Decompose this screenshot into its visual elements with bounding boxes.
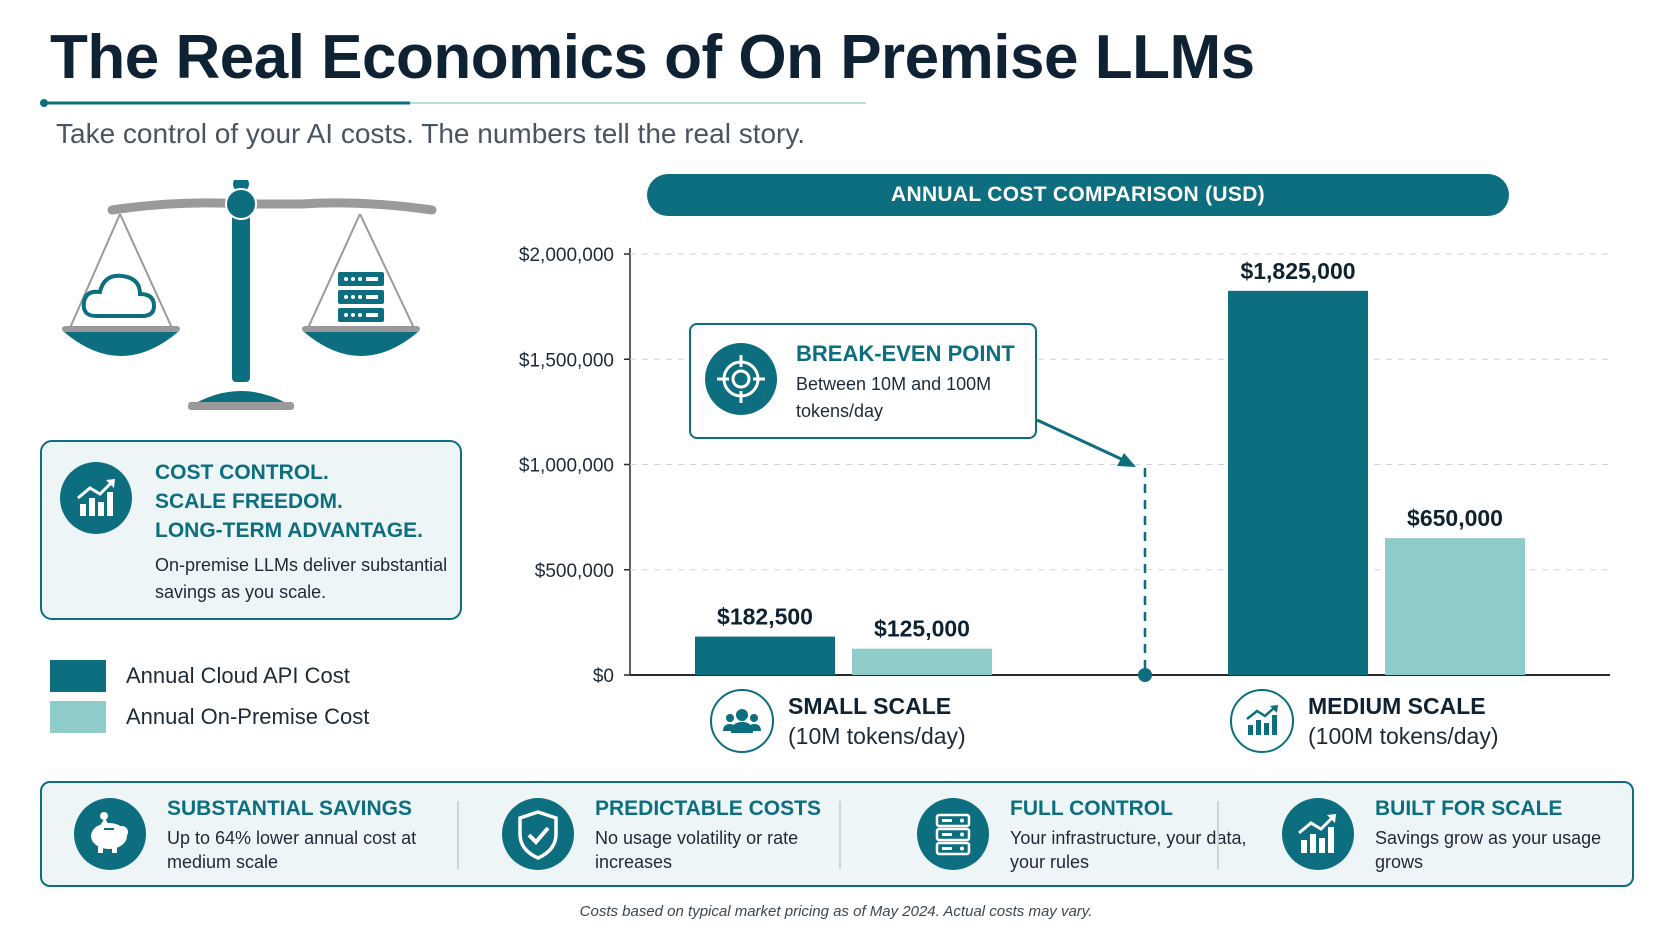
- balance-scale-illustration: [62, 180, 437, 410]
- category-medium-scale: MEDIUM SCALE (100M tokens/day): [1230, 689, 1498, 753]
- feature-text: No usage volatility or rate increases: [595, 828, 799, 872]
- y-tick-label: $500,000: [535, 561, 614, 582]
- growth-chart-icon: [60, 462, 132, 534]
- bar-onpremise-1: [1385, 538, 1525, 675]
- bar-value-label: $1,825,000: [1240, 258, 1355, 284]
- bar-value-label: $125,000: [874, 616, 970, 642]
- feature-title: BUILT FOR SCALE: [1375, 797, 1563, 820]
- feature-divider: [839, 801, 841, 869]
- category-title: SMALL SCALE: [788, 692, 952, 719]
- target-icon: [705, 343, 777, 415]
- category-title: MEDIUM SCALE: [1308, 692, 1486, 719]
- category-subtitle: (100M tokens/day): [1308, 722, 1499, 749]
- break-even-arrow: [1036, 418, 1133, 466]
- bar-value-label: $650,000: [1407, 505, 1503, 531]
- growth-chart-icon: [1282, 798, 1354, 870]
- growth-chart-icon: [1230, 689, 1294, 753]
- legend-swatch-onpremise: [50, 701, 106, 733]
- server-icon: [917, 798, 989, 870]
- users-icon: [710, 689, 774, 753]
- cost-control-card: COST CONTROL. SCALE FREEDOM. LONG-TERM A…: [40, 440, 462, 620]
- server-stack-icon: [338, 272, 384, 322]
- feature-text: Up to 64% lower annual cost at medium sc…: [167, 828, 417, 872]
- bar-cloud-1: [1228, 290, 1368, 675]
- feature-divider: [1217, 801, 1219, 869]
- piggy-bank-icon: [74, 798, 146, 870]
- legend-swatch-cloud: [50, 660, 106, 692]
- y-tick-label: $1,500,000: [519, 350, 614, 371]
- feature-strip: SUBSTANTIAL SAVINGS Up to 64% lower annu…: [40, 781, 1634, 887]
- page-title: The Real Economics of On Premise LLMs: [50, 23, 1255, 92]
- break-even-callout: BREAK-EVEN POINT Between 10M and 100M to…: [689, 323, 1037, 439]
- cloud-icon: [81, 273, 157, 318]
- card-body: On-premise LLMs deliver substantial savi…: [155, 555, 448, 602]
- title-underline: [40, 99, 866, 107]
- bar-value-label: $182,500: [717, 604, 813, 630]
- feature-title: FULL CONTROL: [1010, 797, 1173, 820]
- footnote: Costs based on typical market pricing as…: [579, 903, 1093, 920]
- feature-divider: [457, 801, 459, 869]
- break-even-marker: [1138, 668, 1152, 682]
- feature-title: PREDICTABLE COSTS: [595, 797, 821, 820]
- feature-text: Savings grow as your usage grows: [1375, 828, 1602, 872]
- y-tick-label: $2,000,000: [519, 245, 614, 266]
- chart-title: ANNUAL COST COMPARISON (USD): [647, 174, 1509, 216]
- break-even-arrowhead: [1117, 453, 1136, 467]
- y-tick-label: $1,000,000: [519, 456, 614, 477]
- bar-onpremise-0: [852, 648, 992, 675]
- card-headline: COST CONTROL. SCALE FREEDOM. LONG-TERM A…: [155, 461, 423, 542]
- feature-text: Your infrastructure, your data, your rul…: [1010, 828, 1247, 872]
- category-small-scale: SMALL SCALE (10M tokens/day): [710, 689, 966, 753]
- legend-item-onpremise: Annual On-Premise Cost: [50, 701, 369, 733]
- bar-cloud-0: [695, 636, 835, 675]
- y-tick-label: $0: [593, 666, 614, 687]
- break-even-title: BREAK-EVEN POINT: [796, 341, 1015, 366]
- page-subtitle: Take control of your AI costs. The numbe…: [56, 118, 806, 149]
- category-subtitle: (10M tokens/day): [788, 722, 966, 749]
- feature-title: SUBSTANTIAL SAVINGS: [167, 797, 413, 820]
- shield-check-icon: [502, 798, 574, 870]
- break-even-text: Between 10M and 100M tokens/day: [796, 374, 992, 421]
- legend-item-cloud: Annual Cloud API Cost: [50, 660, 350, 692]
